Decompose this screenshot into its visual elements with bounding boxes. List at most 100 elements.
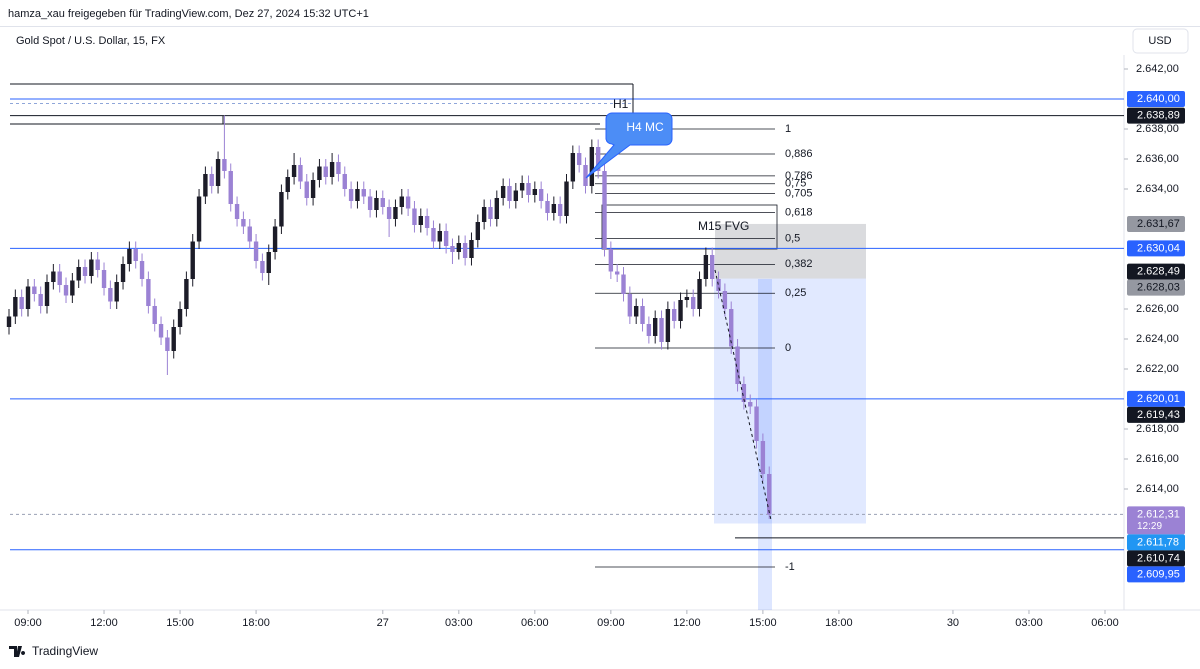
candle-body [291,165,297,177]
candle-body [716,279,721,291]
candle-body [57,271,62,285]
y-tick-label: 2.626,00 [1136,303,1179,315]
countdown: 12:29 [1137,521,1162,532]
candle-body [608,249,614,272]
candle-body [748,402,753,407]
fib-label: 0,886 [785,148,813,160]
candle-body [304,181,309,198]
price-tag-label: 2.610,74 [1137,552,1180,564]
candle-body [184,279,189,309]
x-tick-label: 18:00 [825,617,853,629]
candle-body [481,207,487,222]
candle-body [38,294,43,306]
candle-body [462,243,468,258]
candle-body [735,346,740,384]
candle-body [551,204,557,213]
candle-body [500,186,506,198]
candle-body [367,196,373,210]
candle-body [196,196,202,242]
fib-label: 0,75 [785,178,806,190]
candle-body [317,166,322,180]
price-tag [1127,215,1185,232]
price-tag-label: 2.611,78 [1137,536,1179,548]
candle-body [614,271,620,275]
candle-body [710,255,715,279]
x-tick-label: 18:00 [242,617,270,629]
candle-body [602,171,607,249]
x-tick-label: 06:00 [1091,617,1119,629]
y-tick-label: 2.624,00 [1136,333,1179,345]
candle-body [177,309,183,327]
h1-label: H1 [613,97,629,111]
fvg-box [715,223,866,279]
candle-body [139,261,145,279]
candle-body [741,384,747,402]
candle-body [633,306,639,317]
fib-label: 0,5 [785,232,800,244]
price-tag [1127,506,1185,535]
x-tick-label: 12:00 [673,617,701,629]
candle-body [171,327,176,351]
candle-body [228,171,233,204]
candle-body [412,208,417,225]
y-tick-label: 2.618,00 [1136,423,1179,435]
candle-body [659,318,664,342]
candle-body [279,192,284,227]
y-tick-label: 2.616,00 [1136,453,1179,465]
h4-callout [585,112,673,179]
candle-body [247,226,252,242]
candle-body [70,280,75,296]
candle-body [272,226,278,252]
candle-body [665,309,671,342]
candle-body [652,318,658,336]
candle-body [576,153,582,165]
price-tag-label: 2.612,31 [1137,508,1180,520]
candle-body [405,196,411,209]
candle-body [475,222,481,240]
fib-label: 0,705 [785,188,813,200]
candle-body [108,288,113,302]
price-tag-label: 2.638,89 [1137,110,1180,122]
brand: TradingView [32,644,98,658]
candle-body [348,189,354,201]
candle-body [127,249,132,264]
position-box [714,278,866,524]
x-tick-label: 06:00 [521,617,549,629]
candle-body [570,153,576,182]
candle-body [25,286,31,309]
price-tag [1127,390,1185,407]
brand-logo [9,646,26,657]
candle-body [583,165,588,186]
x-tick-label: 12:00 [90,617,118,629]
currency-box[interactable] [1132,28,1189,54]
candle-body [545,201,550,213]
price-tag-label: 2.631,67 [1137,218,1180,230]
candle-body [450,246,455,252]
candle-body [310,180,316,198]
candle-body [469,240,474,258]
share-header: hamza_xau freigegeben für TradingView.co… [8,8,369,20]
candle-body [114,282,119,302]
price-tag-label: 2.619,43 [1137,409,1180,421]
candle-body [691,297,696,309]
candle-body [222,159,227,171]
candle-body [76,267,81,281]
candle-body [342,174,347,189]
price-tag [1127,240,1185,257]
candle-body [241,219,246,227]
candle-body [443,231,449,246]
candle-body [595,147,601,171]
candle-body [266,252,271,273]
price-tag [1127,566,1185,583]
candle-body [95,259,100,270]
fvg-label: M15 FVG [698,219,749,233]
candle-body [89,259,94,276]
candle-body [234,204,240,219]
currency: USD [1148,35,1171,47]
candle-body [646,324,652,336]
y-tick-label: 2.634,00 [1136,183,1179,195]
candle-body [165,337,170,351]
projection [714,269,772,521]
candle-body [431,228,436,242]
